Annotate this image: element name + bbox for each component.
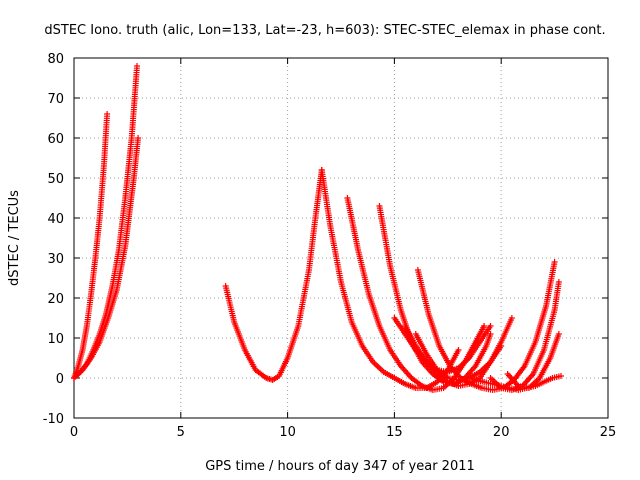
x-tick-label: 20 bbox=[493, 425, 510, 440]
data-point bbox=[135, 135, 142, 141]
data-point bbox=[555, 279, 562, 285]
data-point bbox=[481, 323, 488, 329]
y-tick-label: 30 bbox=[47, 252, 64, 267]
y-tick-label: 10 bbox=[47, 332, 64, 347]
data-point bbox=[487, 331, 494, 337]
x-tick-label: 15 bbox=[386, 425, 403, 440]
data-marks bbox=[71, 63, 565, 393]
data-point bbox=[104, 111, 111, 117]
x-tick-label: 5 bbox=[177, 425, 185, 440]
series-4 bbox=[222, 167, 325, 383]
chart-title: dSTEC Iono. truth (alic, Lon=133, Lat=-2… bbox=[44, 23, 605, 38]
data-point bbox=[487, 323, 494, 329]
y-tick-label: 20 bbox=[47, 292, 64, 307]
y-tick-label: 0 bbox=[56, 372, 64, 387]
data-point bbox=[558, 373, 565, 379]
y-axis-label: dSTEC / TECUs bbox=[7, 190, 22, 286]
x-axis-label: GPS time / hours of day 347 of year 2011 bbox=[205, 459, 475, 474]
y-tick-label: 50 bbox=[47, 172, 64, 187]
y-tick-label: 70 bbox=[47, 92, 64, 107]
data-point bbox=[455, 347, 462, 353]
y-tick-label: 40 bbox=[47, 212, 64, 227]
series-6 bbox=[344, 195, 488, 393]
series-5 bbox=[318, 167, 462, 391]
x-tick-label: 25 bbox=[600, 425, 617, 440]
series-11 bbox=[412, 315, 515, 383]
x-tick-label: 10 bbox=[279, 425, 296, 440]
data-point bbox=[508, 315, 515, 321]
grid-lines bbox=[74, 58, 608, 418]
y-tick-label: 60 bbox=[47, 132, 64, 147]
series-1 bbox=[71, 111, 111, 381]
data-point bbox=[555, 331, 562, 337]
plot-frame bbox=[73, 57, 609, 419]
series-2 bbox=[71, 63, 141, 381]
axis-ticks: 0 5 10 15 20 25 -10 0 10 20 30 40 50 60 70 80 bbox=[43, 52, 617, 440]
series-3 bbox=[71, 135, 142, 381]
x-tick-label: 0 bbox=[70, 425, 78, 440]
y-tick-label: 80 bbox=[47, 52, 64, 67]
series-14 bbox=[466, 373, 565, 393]
data-point bbox=[551, 259, 558, 265]
data-point bbox=[134, 63, 141, 69]
plot-border bbox=[73, 57, 609, 419]
y-tick-label: -10 bbox=[43, 412, 64, 427]
